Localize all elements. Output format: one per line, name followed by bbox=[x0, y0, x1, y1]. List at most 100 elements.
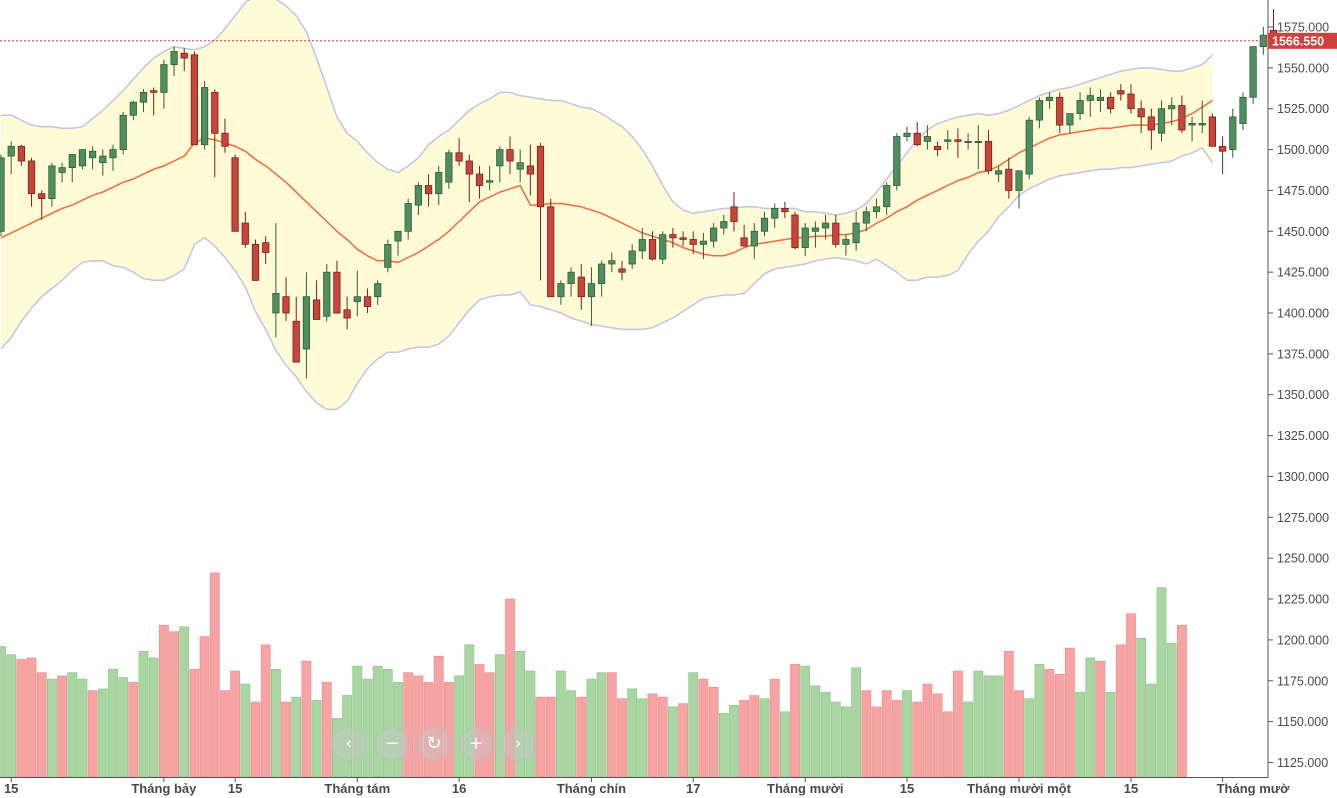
candle-body bbox=[862, 211, 870, 224]
volume-bar bbox=[46, 678, 57, 778]
volume-bar bbox=[209, 572, 220, 778]
candle-body bbox=[1249, 46, 1257, 98]
candle-body bbox=[0, 157, 5, 232]
volume-bar bbox=[861, 690, 872, 778]
volume-bar bbox=[403, 672, 414, 778]
candle-body bbox=[679, 237, 687, 240]
volume-bar bbox=[159, 624, 169, 778]
volume-bar bbox=[1034, 664, 1045, 778]
candle-body bbox=[913, 132, 921, 145]
chevron-left-icon: ‹ bbox=[345, 733, 353, 754]
volume-bar bbox=[352, 665, 363, 778]
candle-body bbox=[485, 180, 494, 183]
volume-bar bbox=[912, 701, 923, 778]
x-tick-label: 16 bbox=[452, 781, 466, 796]
candle-body bbox=[852, 222, 860, 244]
candle-body bbox=[781, 207, 789, 213]
volume-bar bbox=[169, 631, 179, 778]
volume-bar bbox=[688, 672, 699, 778]
candle-body bbox=[730, 206, 738, 222]
candle-body bbox=[1219, 145, 1227, 152]
volume-bar bbox=[128, 682, 139, 778]
volume-bar bbox=[220, 690, 230, 778]
volume-bar bbox=[230, 670, 240, 778]
candle-body bbox=[251, 243, 260, 281]
volume-bar bbox=[281, 701, 291, 778]
candle-body bbox=[231, 157, 239, 232]
zoom-out-button[interactable]: − bbox=[375, 727, 409, 761]
volume-bar bbox=[1136, 637, 1147, 778]
candle-body bbox=[190, 54, 198, 146]
volume-bar bbox=[678, 703, 688, 778]
x-tick-label: 15 bbox=[4, 781, 18, 796]
volume-bar bbox=[1024, 698, 1035, 778]
volume-bar bbox=[820, 691, 831, 778]
candle-body bbox=[374, 283, 382, 298]
candle-body bbox=[547, 206, 555, 298]
candle-body bbox=[720, 221, 728, 229]
candle-body bbox=[384, 243, 392, 268]
y-tick-label: 1225.000 bbox=[1277, 593, 1329, 607]
zoom-in-button[interactable]: + bbox=[459, 727, 493, 761]
candle-body bbox=[638, 239, 646, 252]
volume-bar bbox=[759, 698, 770, 778]
candle-body bbox=[1056, 96, 1064, 126]
y-tick-label: 1125.000 bbox=[1277, 756, 1328, 770]
candle-body bbox=[1107, 96, 1115, 110]
candle-body bbox=[710, 227, 718, 242]
volume-bar bbox=[250, 701, 261, 778]
reset-icon: ↻ bbox=[426, 733, 442, 754]
volume-bar bbox=[1166, 642, 1177, 778]
candle-body bbox=[893, 136, 901, 186]
candle-body bbox=[38, 193, 46, 199]
volume-bar bbox=[830, 701, 841, 778]
y-tick-label: 1450.000 bbox=[1277, 225, 1329, 239]
volume-bar bbox=[148, 657, 159, 778]
scroll-right-button[interactable]: › bbox=[501, 727, 535, 761]
candle-body bbox=[811, 227, 820, 232]
volume-bar bbox=[871, 706, 882, 778]
volume-bar bbox=[779, 711, 790, 778]
volume-bar bbox=[545, 696, 556, 778]
volume-bar bbox=[57, 675, 67, 778]
volume-bar bbox=[810, 685, 821, 778]
volume-bar bbox=[87, 690, 98, 778]
candle-body bbox=[984, 140, 993, 172]
volume-bar bbox=[1177, 624, 1187, 778]
volume-bar bbox=[1003, 650, 1014, 778]
volume-bar bbox=[566, 690, 576, 778]
candle-body bbox=[312, 299, 321, 320]
candle-body bbox=[1188, 123, 1196, 126]
x-tick-label: Tháng chín bbox=[557, 781, 626, 796]
candle-body bbox=[689, 239, 697, 245]
volume-bar bbox=[555, 670, 566, 778]
candle-body bbox=[536, 145, 545, 208]
reset-button[interactable]: ↻ bbox=[417, 727, 451, 761]
candle-body bbox=[1025, 119, 1033, 175]
candle-body bbox=[1208, 116, 1216, 147]
candle-body bbox=[526, 165, 535, 175]
volume-bar bbox=[993, 675, 1004, 778]
candle-body bbox=[424, 185, 433, 195]
volume-bar bbox=[1054, 673, 1065, 778]
candle-body bbox=[445, 152, 453, 183]
candle-body bbox=[221, 132, 229, 147]
candle-body bbox=[872, 206, 881, 213]
y-tick-label: 1400.000 bbox=[1277, 307, 1329, 321]
candle-body bbox=[1198, 123, 1206, 126]
volume-bar bbox=[708, 686, 719, 778]
candle-body bbox=[832, 222, 840, 245]
x-axis: 15 Tháng bảy 15 Tháng tám 16 Tháng chín 17 Thán… bbox=[0, 777, 1290, 796]
candle-body bbox=[1178, 105, 1186, 131]
candle-body bbox=[1015, 170, 1023, 191]
candle-body bbox=[903, 132, 911, 137]
y-tick-label: 1175.000 bbox=[1277, 674, 1328, 688]
volume-bar bbox=[739, 700, 749, 778]
candle-body bbox=[109, 149, 117, 159]
scroll-left-button[interactable]: ‹ bbox=[332, 727, 366, 761]
volume-bar bbox=[301, 660, 312, 778]
candle-body bbox=[414, 185, 423, 206]
candle-body bbox=[200, 87, 209, 146]
candle-body bbox=[618, 268, 626, 273]
